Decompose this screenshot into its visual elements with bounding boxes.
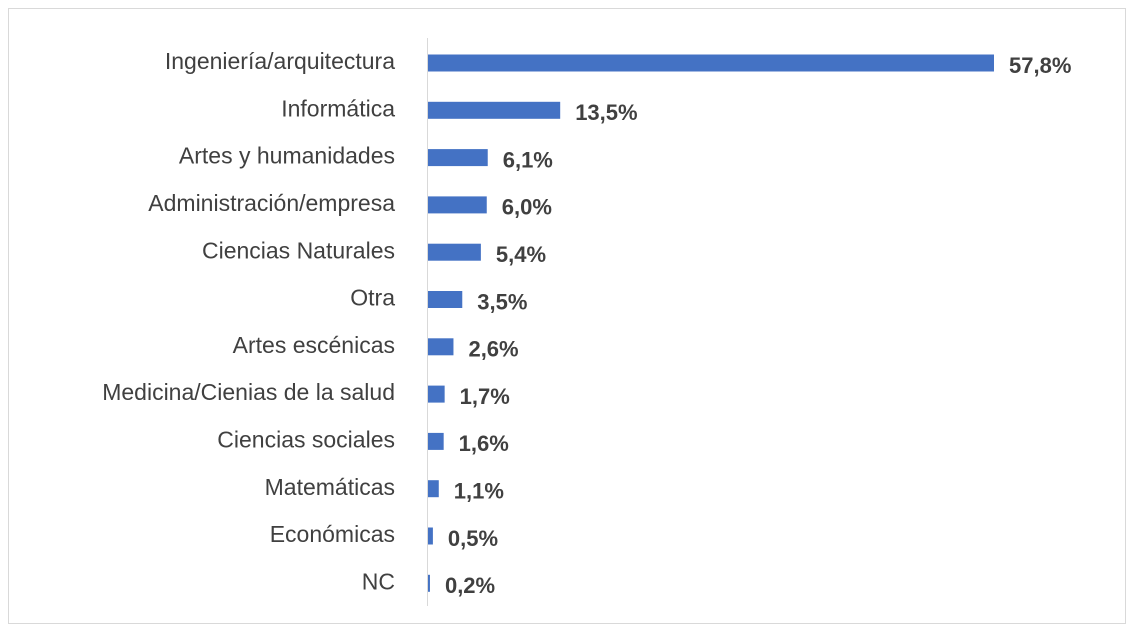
category-label: Medicina/Cienias de la salud xyxy=(102,379,395,405)
category-label: Ciencias Naturales xyxy=(202,237,395,263)
category-label: Artes escénicas xyxy=(233,332,395,358)
data-label: 1,1% xyxy=(454,479,504,504)
category-label: Económicas xyxy=(270,521,395,547)
data-label: 6,0% xyxy=(502,195,552,220)
category-label: Ingeniería/arquitectura xyxy=(165,48,395,74)
bar xyxy=(428,480,439,498)
data-label: 1,6% xyxy=(459,431,509,456)
category-label: Otra xyxy=(350,285,395,311)
data-label: 13,5% xyxy=(575,100,637,125)
chart-frame xyxy=(8,8,1126,624)
data-label: 0,2% xyxy=(445,573,495,598)
data-label: 57,8% xyxy=(1009,53,1071,78)
data-label: 0,5% xyxy=(448,526,498,551)
bar xyxy=(428,574,430,592)
category-label: Ciencias sociales xyxy=(217,426,395,452)
bar xyxy=(428,149,488,167)
bar xyxy=(428,291,463,308)
bar xyxy=(428,101,561,119)
data-label: 6,1% xyxy=(503,147,553,172)
bar xyxy=(428,338,454,356)
bar xyxy=(428,54,994,72)
bar xyxy=(428,196,487,214)
data-label: 2,6% xyxy=(468,337,518,362)
bar xyxy=(428,527,433,545)
category-label: Matemáticas xyxy=(265,474,395,500)
category-label: Artes y humanidades xyxy=(179,143,395,169)
data-label: 1,7% xyxy=(460,384,510,409)
bar xyxy=(428,385,445,403)
bar xyxy=(428,432,444,450)
data-label: 3,5% xyxy=(477,289,527,314)
data-label: 5,4% xyxy=(496,242,546,267)
bar xyxy=(428,243,481,261)
category-label: NC xyxy=(362,568,395,594)
category-label: Informática xyxy=(281,95,395,121)
category-label: Administración/empresa xyxy=(148,190,395,216)
